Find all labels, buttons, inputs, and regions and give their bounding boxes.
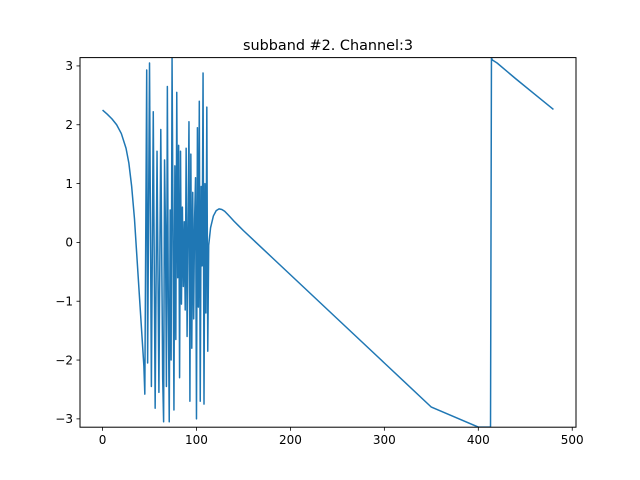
- y-tick-label: −3: [55, 412, 73, 426]
- y-tick-label: 1: [65, 177, 73, 191]
- y-tick-label: −2: [55, 353, 73, 367]
- axis-ticks: 0 100 200 300 400 500 −3 −2 −1 0 1 2 3: [55, 59, 583, 447]
- y-tick-label: 2: [65, 118, 73, 132]
- x-tick-label: 200: [279, 433, 302, 447]
- x-tick-label: 0: [99, 433, 107, 447]
- chart-title: subband #2. Channel:3: [243, 38, 413, 54]
- plot-area: [102, 57, 554, 428]
- x-tick-label: 500: [561, 433, 584, 447]
- x-tick-label: 400: [467, 433, 490, 447]
- axes-frame: [79, 57, 577, 428]
- series-line-0: [102, 57, 554, 428]
- x-tick-label: 300: [373, 433, 396, 447]
- y-tick-label: −1: [55, 295, 73, 309]
- x-tick-label: 100: [185, 433, 208, 447]
- y-tick-label: 3: [65, 59, 73, 73]
- y-tick-label: 0: [65, 236, 73, 250]
